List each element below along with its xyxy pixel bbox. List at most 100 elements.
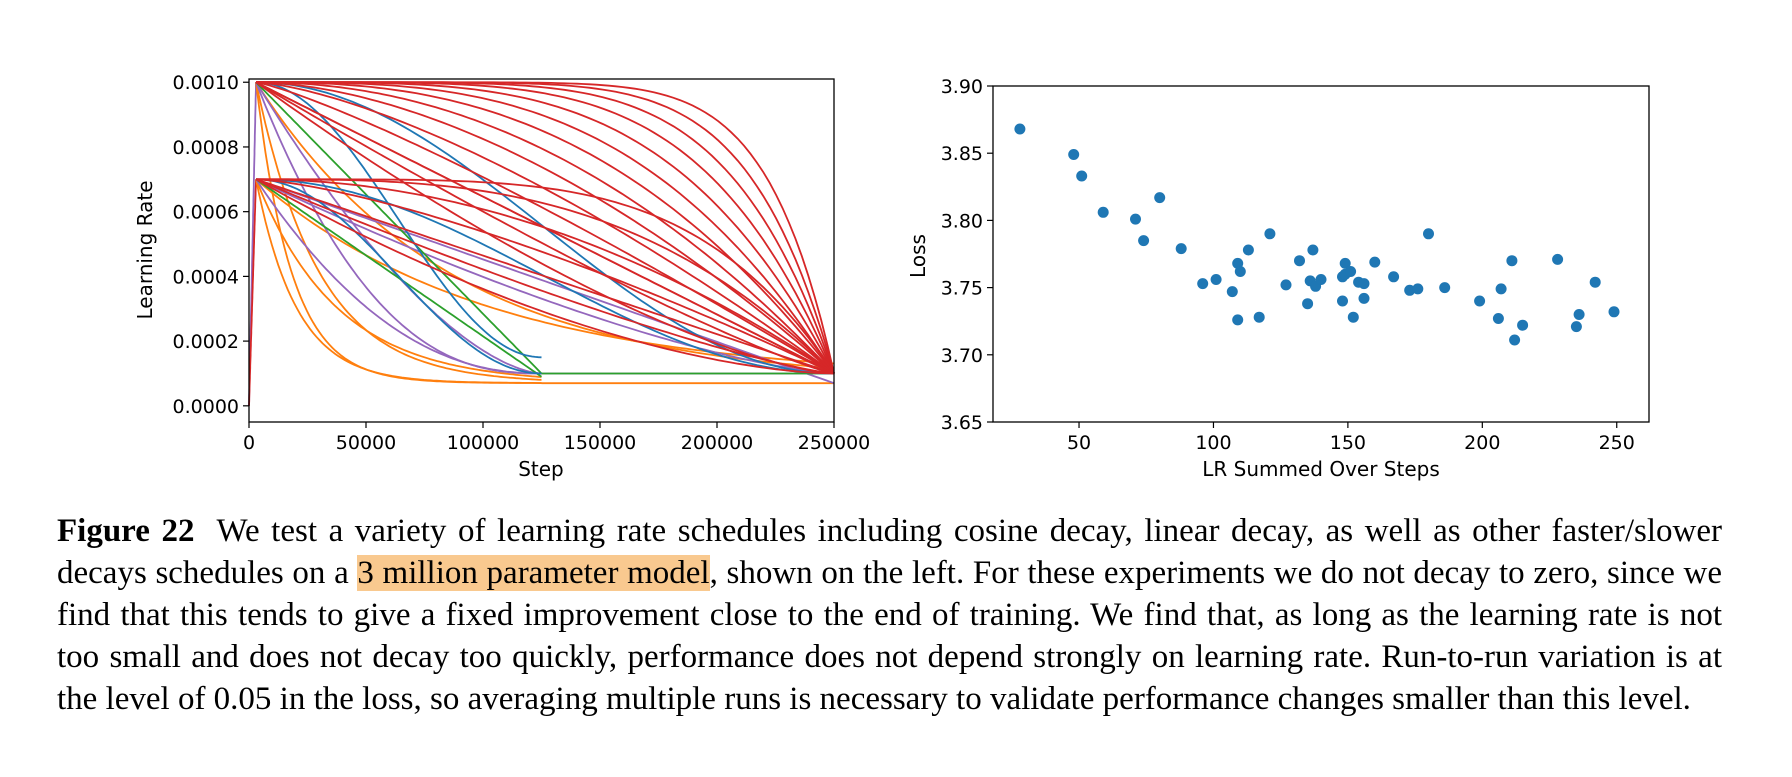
loss-data-point <box>1154 192 1166 204</box>
lr-x-tick-label: 0 <box>243 432 255 454</box>
loss-data-point <box>1404 284 1416 296</box>
lr-schedule-line-red <box>255 178 835 375</box>
loss-x-axis-label: LR Summed Over Steps <box>1202 457 1440 481</box>
loss-y-tick-label: 3.70 <box>941 345 983 367</box>
loss-data-point <box>1552 253 1564 265</box>
lr-schedule-line-red <box>255 81 835 375</box>
lr-schedule-line-red <box>255 178 835 375</box>
loss-data-point <box>1226 286 1238 298</box>
loss-data-point <box>1589 276 1601 288</box>
loss-y-tick-label: 3.65 <box>941 412 983 434</box>
lr-schedule-line-red <box>255 178 835 375</box>
loss-scatter-chart: 50 100 150 200 250 3.653.703.753.803.853.90 … <box>906 76 1650 481</box>
lr-x-tick-label: 150000 <box>564 432 637 454</box>
loss-x-axis: 50 100 150 200 250 <box>1067 422 1635 454</box>
lr-y-axis: 0.0000 0.0002 0.0004 0.0006 0.0008 0.0010 <box>173 72 249 418</box>
loss-y-tick-label: 3.85 <box>941 143 983 165</box>
lr-schedule-line-orange <box>255 179 542 384</box>
loss-data-point <box>1294 255 1305 267</box>
loss-data-point <box>1307 244 1319 256</box>
lr-schedule-line-red <box>255 81 835 375</box>
loss-data-point <box>1439 282 1451 294</box>
figure-label: Figure 22 <box>57 513 195 549</box>
loss-data-point <box>1608 306 1620 318</box>
lr-schedule-line-purple <box>255 178 835 375</box>
loss-data-point <box>1234 266 1246 277</box>
loss-data-point <box>1280 279 1292 291</box>
lr-y-tick-label: 0.0002 <box>173 331 239 353</box>
lr-schedule-line-red <box>255 81 835 375</box>
loss-data-point <box>1358 292 1370 304</box>
caption-text-after: , shown on the left. For these experimen… <box>57 555 1722 717</box>
lr-schedule-line-red <box>256 178 835 375</box>
lr-x-axis: 0 50000 100000 150000 200000 250000 <box>243 422 870 454</box>
lr-x-tick-label: 100000 <box>447 432 520 454</box>
loss-x-tick-label: 250 <box>1599 432 1635 454</box>
lr-plot-frame <box>248 78 835 423</box>
lr-x-tick-label: 50000 <box>336 432 396 454</box>
lr-y-tick-label: 0.0006 <box>173 202 239 224</box>
loss-y-tick-label: 3.90 <box>941 76 983 98</box>
lr-schedule-line-red <box>255 81 835 375</box>
loss-data-point <box>1210 274 1222 285</box>
loss-data-point <box>1369 256 1381 268</box>
loss-scatter-points <box>1014 123 1620 346</box>
loss-data-point <box>1138 235 1150 247</box>
lr-schedule-line-orange <box>255 82 542 384</box>
lr-schedule-line-red <box>256 81 835 374</box>
loss-y-axis-label: Loss <box>906 234 930 278</box>
loss-data-point <box>1495 283 1507 295</box>
loss-data-point <box>1175 243 1187 255</box>
loss-data-point <box>1014 123 1026 135</box>
loss-data-point <box>1358 278 1370 290</box>
loss-data-point <box>1412 283 1424 295</box>
loss-data-point <box>1339 257 1351 269</box>
loss-data-point <box>1474 295 1486 307</box>
lr-schedule-line-red <box>255 81 835 375</box>
loss-data-point <box>1517 319 1529 331</box>
loss-data-point <box>1509 334 1521 346</box>
loss-data-point <box>1097 206 1109 218</box>
lr-schedule-line-purple <box>255 178 835 385</box>
figure-22: 0 50000 100000 150000 200000 250000 0.00000.0… <box>133 72 1650 481</box>
loss-data-point <box>1130 213 1141 225</box>
loss-data-point <box>1197 278 1209 290</box>
loss-data-point <box>1337 295 1348 307</box>
lr-x-axis-label: Step <box>518 457 564 481</box>
loss-data-point <box>1347 311 1359 323</box>
lr-warmup-line <box>248 179 257 406</box>
lr-y-axis-label: Learning Rate <box>133 180 157 319</box>
lr-schedule-line-orange <box>255 82 542 381</box>
loss-y-axis: 3.65 3.70 3.75 3.80 3.85 3.90 <box>941 76 993 434</box>
loss-data-point <box>1242 244 1254 256</box>
lr-x-tick-label: 200000 <box>681 432 754 454</box>
loss-data-point <box>1506 255 1518 267</box>
caption-highlight: 3 million parameter model <box>357 555 710 591</box>
loss-x-tick-label: 100 <box>1195 432 1231 454</box>
lr-y-tick-label: 0.0008 <box>173 137 239 159</box>
loss-y-tick-label: 3.75 <box>941 278 983 300</box>
loss-data-point <box>1388 271 1400 283</box>
loss-data-point <box>1302 298 1314 310</box>
loss-data-point <box>1076 170 1088 182</box>
loss-data-point <box>1253 311 1265 323</box>
loss-data-point <box>1315 274 1327 285</box>
lr-y-tick-label: 0.0000 <box>173 396 239 418</box>
loss-x-tick-label: 150 <box>1330 432 1366 454</box>
lr-schedule-line-orange <box>255 178 542 378</box>
caption-text-before: We test a variety of learning rate sched… <box>57 513 1722 591</box>
loss-x-tick-label: 50 <box>1067 432 1091 454</box>
loss-data-point <box>1570 321 1582 333</box>
lr-schedule-line-purple <box>255 178 542 375</box>
lr-x-tick-label: 250000 <box>798 432 871 454</box>
lr-y-tick-label: 0.0010 <box>173 72 239 94</box>
loss-data-point <box>1573 309 1585 320</box>
lr-schedule-line-blue <box>255 81 542 359</box>
lr-y-tick-label: 0.0004 <box>173 266 239 288</box>
lr-schedule-line-blue <box>255 178 542 375</box>
lr-schedule-line-green <box>255 178 543 378</box>
loss-plot-frame <box>992 85 1650 423</box>
lr-schedule-line-orange <box>255 178 835 365</box>
loss-data-point <box>1423 228 1434 240</box>
lr-schedule-line-red <box>256 178 835 374</box>
